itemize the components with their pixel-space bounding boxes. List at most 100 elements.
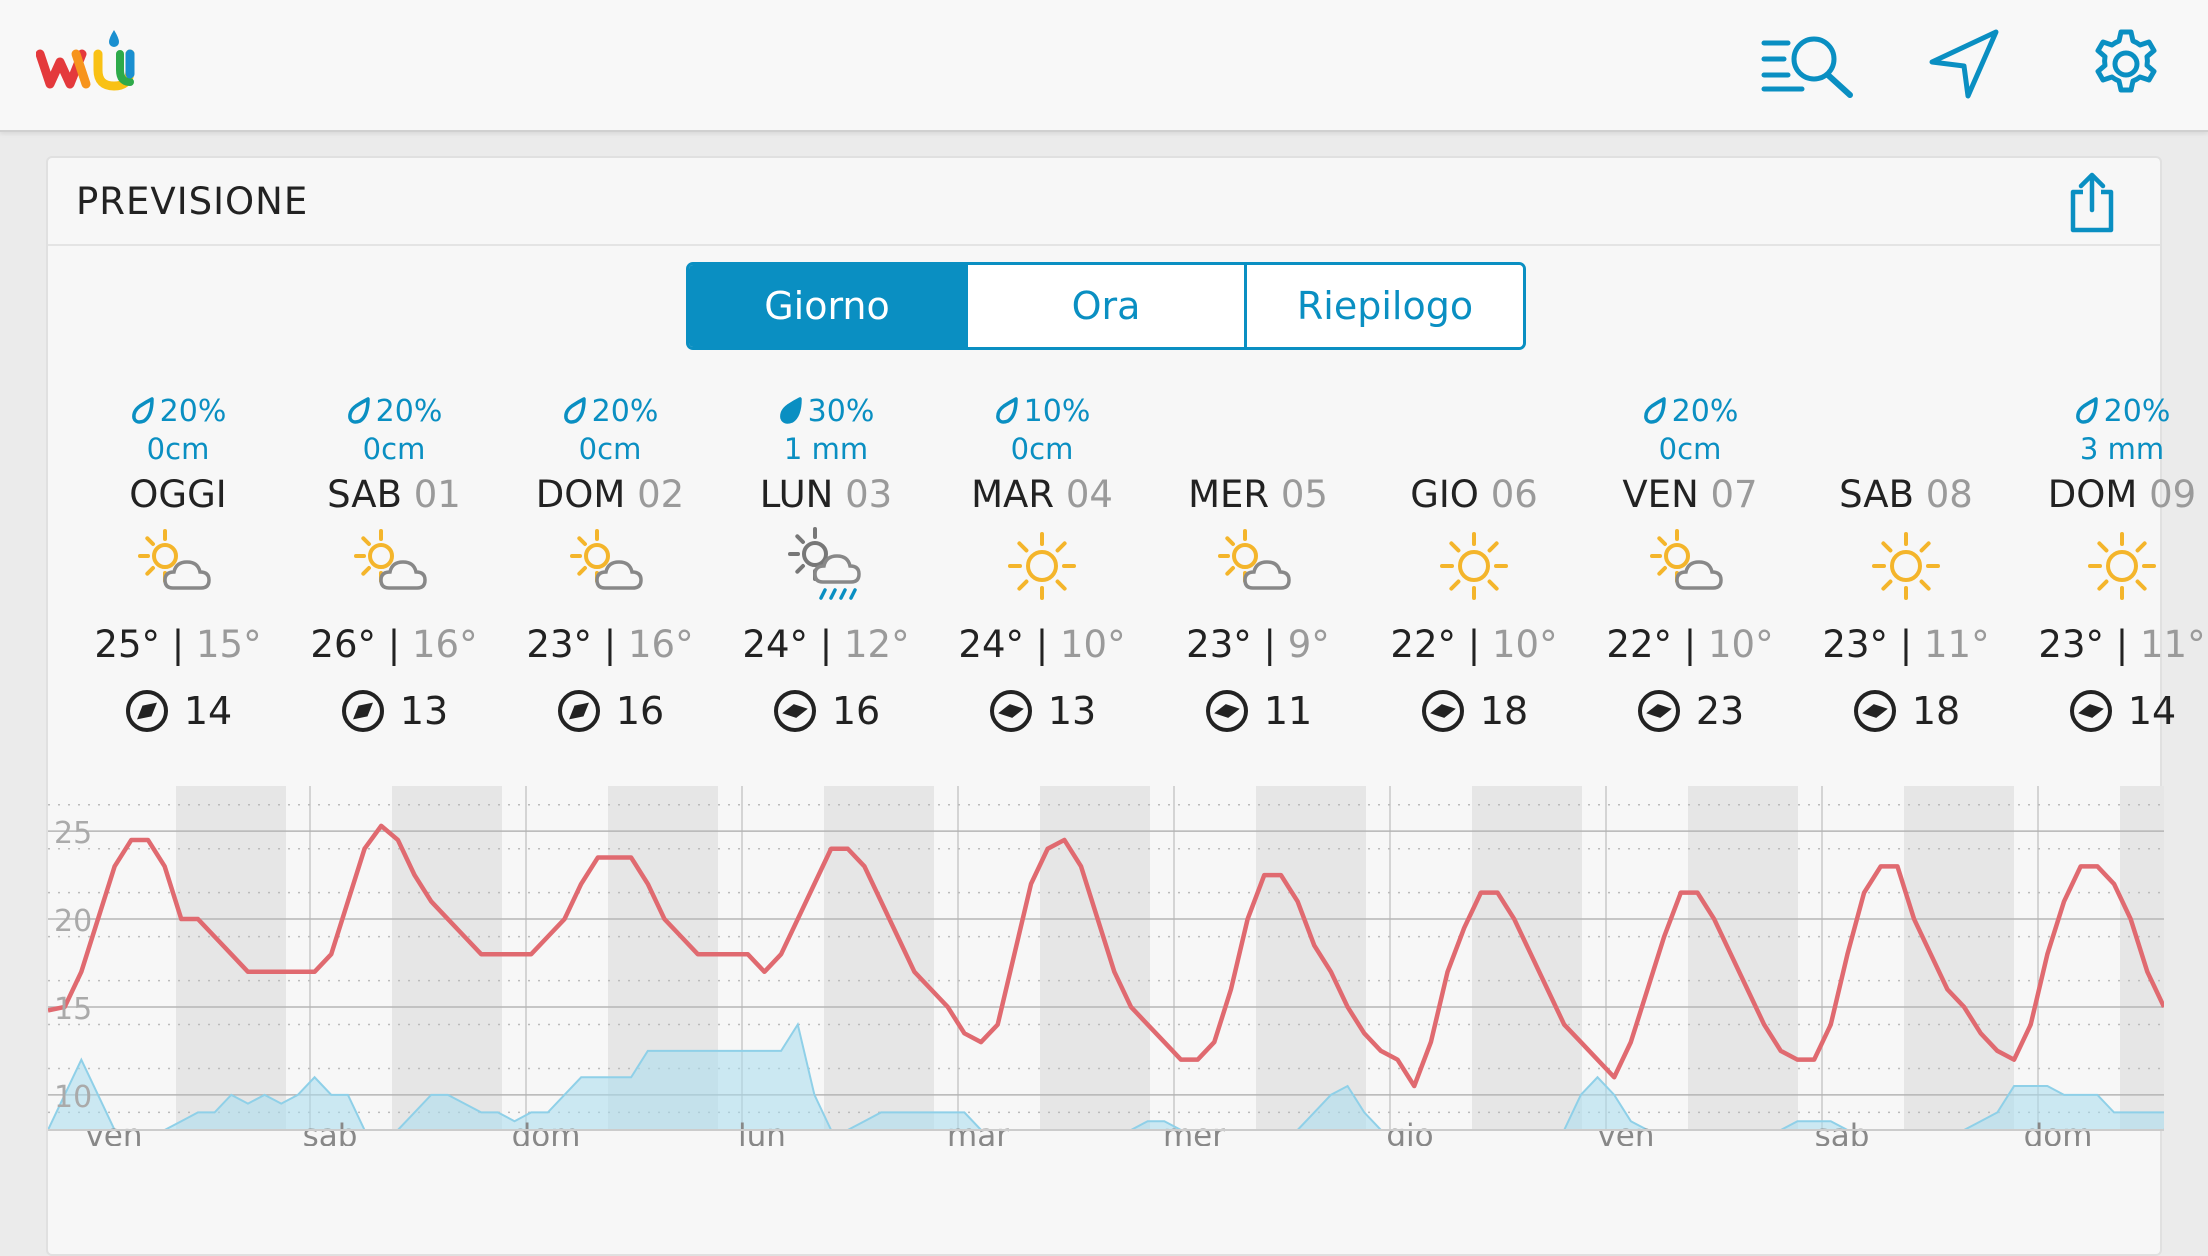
- x-tick-label: lun: [738, 1118, 786, 1146]
- weather-icon: [1582, 520, 1798, 612]
- wind-direction-icon: [125, 690, 168, 732]
- precip-amount: 1 mm: [783, 432, 869, 466]
- day-name: DOM 09: [2047, 473, 2197, 516]
- day-name: GIO 06: [1410, 473, 1538, 516]
- temperature-range: 26° | 16°: [310, 623, 478, 666]
- temperature-range: 25° | 15°: [94, 623, 262, 666]
- wind-direction-icon: [341, 690, 384, 732]
- night-band: [1040, 786, 1150, 1130]
- top-bar: [0, 0, 2208, 132]
- sunny-icon: [2088, 532, 2156, 600]
- share-icon[interactable]: [2060, 168, 2124, 238]
- temperature-range: 22° | 10°: [1390, 623, 1558, 666]
- temperature-range: 22° | 10°: [1606, 623, 1774, 666]
- weather-icon: [502, 520, 718, 612]
- x-tick-label: sab: [1815, 1118, 1870, 1146]
- night-band: [176, 786, 286, 1130]
- wind-direction-icon: [2069, 690, 2112, 732]
- temperature-range: 24° | 10°: [958, 623, 1126, 666]
- wind-direction-icon: [557, 690, 600, 732]
- night-band: [1256, 786, 1366, 1130]
- weather-icon: [70, 520, 286, 612]
- wind: 16: [718, 678, 934, 744]
- x-tick-label: dom: [512, 1118, 581, 1146]
- precip-amount: 0cm: [578, 432, 642, 466]
- wind: 14: [70, 678, 286, 744]
- day-column[interactable]: 20% 0cm VEN 07 22° | 10° 23: [1582, 392, 1798, 744]
- precip-chance: 10%: [934, 392, 1150, 430]
- partly-cloudy-icon: [570, 529, 643, 590]
- temperature-range: 23° | 16°: [526, 623, 694, 666]
- partly-cloudy-icon: [1650, 529, 1723, 590]
- raindrop-icon: [779, 397, 802, 424]
- raindrop-icon: [131, 397, 154, 424]
- raindrop-icon: [995, 397, 1018, 424]
- search-list-icon[interactable]: [1758, 22, 1858, 106]
- temperature-range: 23° | 11°: [1822, 623, 1990, 666]
- day-column[interactable]: GIO 06 22° | 10° 18: [1366, 392, 1582, 744]
- day-column[interactable]: 20% 0cm OGGI 25° | 15° 14: [70, 392, 286, 744]
- location-arrow-icon[interactable]: [1914, 22, 2014, 106]
- wind-direction-icon: [1205, 690, 1248, 732]
- day-name: LUN 03: [759, 473, 893, 516]
- precip-amount: 0cm: [1010, 432, 1074, 466]
- wind: 13: [934, 678, 1150, 744]
- day-column[interactable]: 20% 0cm DOM 02 23° | 16° 16: [502, 392, 718, 744]
- day-name: SAB 08: [1839, 473, 1973, 516]
- wind: 18: [1798, 678, 2014, 744]
- weather-icon: [2014, 520, 2208, 612]
- weather-icon: [1366, 520, 1582, 612]
- temperature-range: 23° | 11°: [2038, 623, 2206, 666]
- x-tick-label: mer: [1163, 1118, 1225, 1146]
- tab-riepilogo[interactable]: Riepilogo: [1247, 265, 1523, 347]
- weather-icon: [1150, 520, 1366, 612]
- forecast-card: PREVISIONE Giorno Ora Riepilogo 20% 0cm …: [46, 156, 2208, 1256]
- precip-chance: 20%: [70, 392, 286, 430]
- tab-giorno[interactable]: Giorno: [689, 265, 968, 347]
- weather-icon: [286, 520, 502, 612]
- gear-icon[interactable]: [2076, 22, 2176, 106]
- wind-direction-icon: [989, 690, 1032, 732]
- day-column[interactable]: 20% 0cm SAB 01 26° | 16° 13: [286, 392, 502, 744]
- precip-amount: 0cm: [362, 432, 426, 466]
- card-title: PREVISIONE: [76, 180, 309, 223]
- day-column[interactable]: 20% 3 mm DOM 09 23° | 11° 14: [2014, 392, 2208, 744]
- temperature-range: 24° | 12°: [742, 623, 910, 666]
- precip-chance: 30%: [718, 392, 934, 430]
- x-tick-label: ven: [1597, 1118, 1654, 1146]
- day-name: MAR 04: [971, 473, 1113, 516]
- precip-amount: [1366, 430, 1582, 468]
- precip-amount: [1150, 430, 1366, 468]
- card-header: PREVISIONE: [48, 158, 2160, 246]
- weather-icon: [718, 520, 934, 612]
- wind-direction-icon: [1853, 690, 1896, 732]
- day-column[interactable]: 10% 0cm MAR 04 24° | 10° 13: [934, 392, 1150, 744]
- day-name: VEN 07: [1622, 473, 1758, 516]
- day-name: OGGI: [129, 473, 227, 516]
- day-name: DOM 02: [535, 473, 685, 516]
- night-band: [1688, 786, 1798, 1130]
- precip-chance: 20%: [502, 392, 718, 430]
- day-name: SAB 01: [327, 473, 461, 516]
- day-column[interactable]: MER 05 23° | 9° 11: [1150, 392, 1366, 744]
- weather-icon: [1798, 520, 2014, 612]
- night-band: [392, 786, 502, 1130]
- rain-partly-cloudy-icon: [788, 527, 861, 600]
- sunny-icon: [1872, 532, 1940, 600]
- wind-direction-icon: [1637, 690, 1680, 732]
- precip-amount: 0cm: [1658, 432, 1722, 466]
- wu-logo[interactable]: [35, 26, 146, 96]
- tab-ora[interactable]: Ora: [968, 265, 1247, 347]
- y-tick-label: 15: [54, 992, 92, 1027]
- sunny-icon: [1008, 532, 1076, 600]
- precip-chance: [1150, 392, 1366, 430]
- wind: 23: [1582, 678, 1798, 744]
- precip-amount: 3 mm: [2079, 432, 2165, 466]
- view-toggle: Giorno Ora Riepilogo: [686, 262, 1526, 350]
- day-column[interactable]: 30% 1 mm LUN 03 24° | 12° 16: [718, 392, 934, 744]
- precip-amount: 0cm: [146, 432, 210, 466]
- day-column[interactable]: SAB 08 23° | 11° 18: [1798, 392, 2014, 744]
- temperature-graph[interactable]: 25 20 15 10 ven sab dom lun mar mer gio ven sab dom: [46, 786, 2208, 1154]
- raindrop-icon: [1643, 397, 1666, 424]
- precip-chance: 20%: [1582, 392, 1798, 430]
